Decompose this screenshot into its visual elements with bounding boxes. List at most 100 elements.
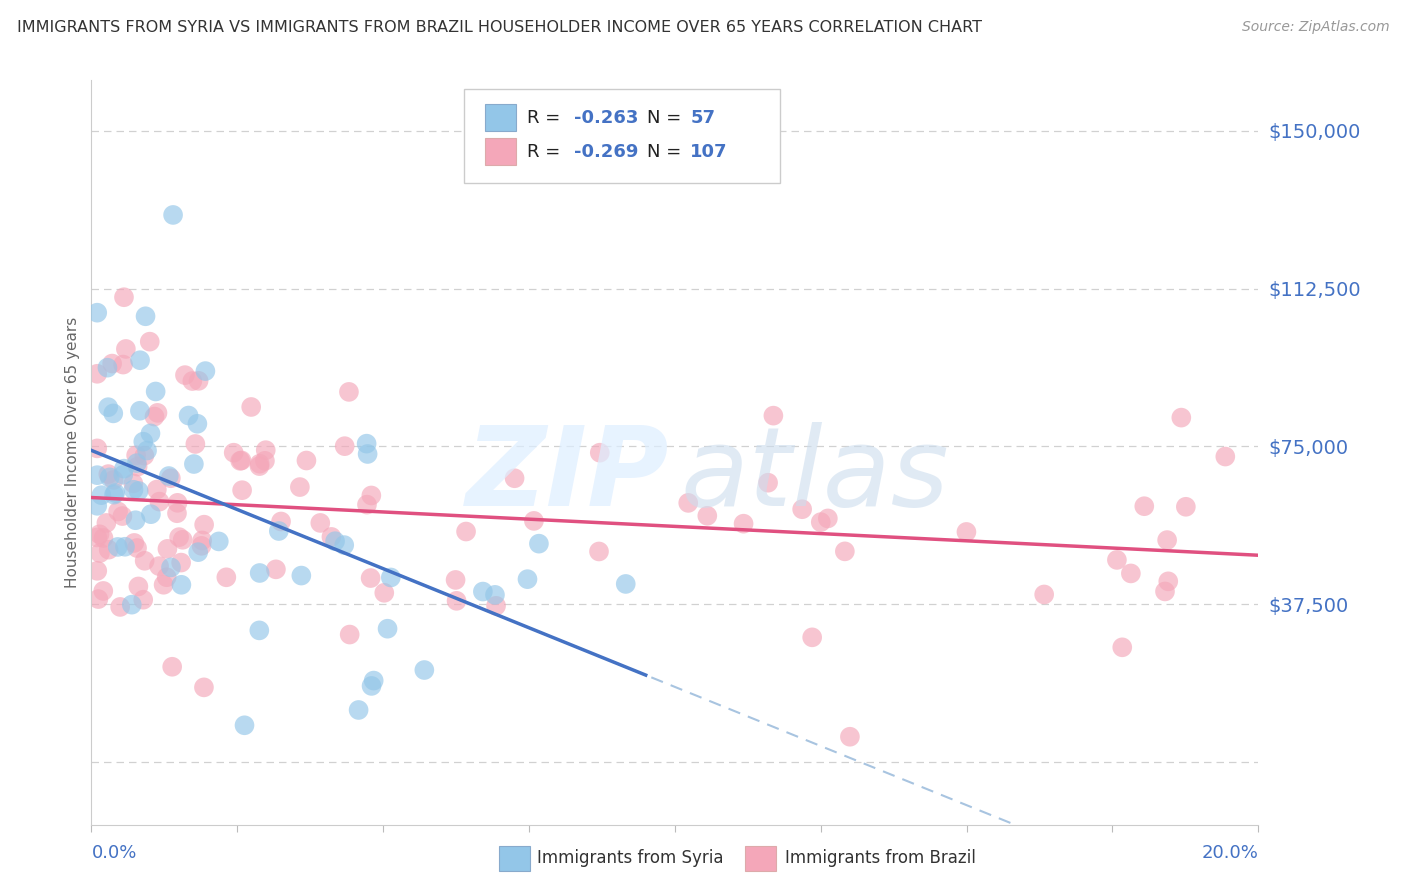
Point bbox=[91, 583, 114, 598]
Point bbox=[148, 559, 170, 574]
Point bbox=[132, 592, 155, 607]
Point bbox=[134, 449, 156, 463]
Point bbox=[107, 504, 129, 518]
Point bbox=[523, 514, 546, 528]
Point bbox=[166, 496, 188, 510]
Text: 57: 57 bbox=[690, 109, 716, 127]
Point bbox=[444, 573, 467, 587]
Point bbox=[86, 564, 108, 578]
Point bbox=[1133, 500, 1156, 514]
Point bbox=[98, 470, 121, 484]
Point bbox=[122, 483, 145, 497]
Point bbox=[86, 468, 108, 483]
Point bbox=[156, 570, 179, 584]
Point bbox=[253, 454, 276, 468]
Point bbox=[128, 483, 150, 498]
Point bbox=[191, 533, 214, 548]
Point bbox=[516, 572, 538, 586]
Point bbox=[146, 406, 169, 420]
Point bbox=[112, 290, 135, 304]
Point bbox=[108, 599, 131, 614]
Point bbox=[1111, 640, 1133, 655]
Point bbox=[96, 360, 118, 375]
Point bbox=[339, 627, 361, 641]
Point bbox=[1033, 587, 1056, 601]
Point bbox=[181, 374, 204, 388]
Point bbox=[129, 403, 152, 417]
Point bbox=[834, 544, 856, 558]
Point bbox=[160, 560, 183, 574]
Point bbox=[86, 442, 108, 456]
Point bbox=[356, 436, 378, 450]
Point bbox=[103, 488, 125, 502]
Point bbox=[115, 342, 138, 356]
Point bbox=[696, 508, 718, 523]
Point bbox=[377, 622, 399, 636]
Point bbox=[347, 703, 370, 717]
Point bbox=[160, 659, 183, 673]
Text: N =: N = bbox=[647, 109, 686, 127]
Point bbox=[215, 570, 238, 584]
Text: Immigrants from Syria: Immigrants from Syria bbox=[537, 849, 724, 867]
Text: ZIP: ZIP bbox=[465, 422, 669, 529]
Point bbox=[222, 445, 245, 459]
Point bbox=[97, 467, 120, 481]
Point bbox=[160, 471, 183, 485]
Point bbox=[290, 568, 312, 582]
Point bbox=[170, 578, 193, 592]
Point bbox=[184, 437, 207, 451]
Point bbox=[733, 516, 755, 531]
Point bbox=[89, 527, 111, 541]
Point bbox=[446, 594, 468, 608]
Point bbox=[588, 544, 610, 558]
Point bbox=[97, 542, 120, 557]
Point bbox=[112, 461, 135, 475]
Point bbox=[135, 310, 157, 324]
Point bbox=[152, 578, 174, 592]
Point bbox=[333, 439, 356, 453]
Point bbox=[231, 453, 253, 467]
Point bbox=[162, 208, 184, 222]
Point bbox=[413, 663, 436, 677]
Point bbox=[86, 499, 108, 513]
Point bbox=[89, 546, 111, 560]
Point bbox=[1119, 566, 1142, 581]
Point bbox=[186, 417, 208, 431]
Point bbox=[139, 426, 162, 441]
Point bbox=[177, 409, 200, 423]
Point bbox=[111, 509, 134, 524]
Point bbox=[249, 457, 271, 471]
Point bbox=[156, 541, 179, 556]
Point bbox=[792, 502, 814, 516]
Point bbox=[264, 562, 287, 576]
Text: Immigrants from Brazil: Immigrants from Brazil bbox=[785, 849, 976, 867]
Point bbox=[1156, 533, 1178, 547]
Text: N =: N = bbox=[647, 143, 686, 161]
Point bbox=[103, 406, 125, 420]
Point bbox=[247, 624, 270, 638]
Point bbox=[97, 400, 120, 414]
Point bbox=[125, 541, 148, 555]
Point bbox=[90, 488, 112, 502]
Point bbox=[194, 364, 217, 378]
Point bbox=[125, 448, 148, 462]
Text: 107: 107 bbox=[690, 143, 728, 161]
Point bbox=[157, 469, 180, 483]
Point bbox=[1154, 584, 1177, 599]
Point bbox=[231, 483, 253, 498]
Point bbox=[589, 445, 612, 459]
Point bbox=[148, 494, 170, 508]
Point bbox=[295, 453, 318, 467]
Point bbox=[96, 516, 118, 530]
Point bbox=[86, 530, 108, 544]
Text: 20.0%: 20.0% bbox=[1202, 844, 1258, 862]
Point bbox=[503, 471, 526, 485]
Point bbox=[121, 598, 143, 612]
Point bbox=[676, 496, 699, 510]
Point bbox=[87, 592, 110, 607]
Point bbox=[127, 459, 149, 474]
Point bbox=[143, 409, 166, 424]
Point bbox=[112, 358, 135, 372]
Point bbox=[1174, 500, 1197, 514]
Point bbox=[373, 586, 395, 600]
